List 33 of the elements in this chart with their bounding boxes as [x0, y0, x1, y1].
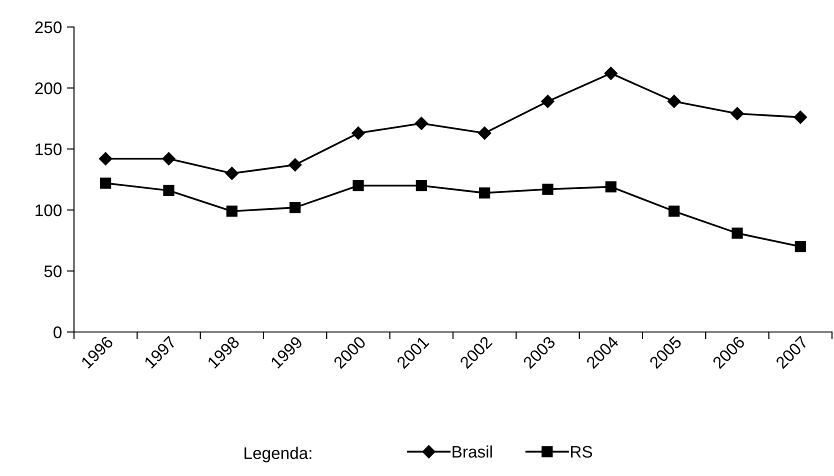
- y-tick-label: 0: [54, 326, 62, 338]
- y-tick-label: 250: [35, 21, 62, 34]
- point: [414, 116, 428, 130]
- point: [163, 184, 174, 196]
- point: [605, 181, 616, 192]
- point: [667, 94, 681, 108]
- y-tick-label: 50: [44, 265, 62, 278]
- point: [794, 110, 808, 124]
- point: [668, 206, 680, 217]
- point: [225, 166, 239, 180]
- point: [479, 187, 490, 198]
- point: [478, 126, 492, 140]
- point: [290, 202, 301, 214]
- legend-title: Legenda:: [244, 446, 312, 462]
- point: [542, 184, 554, 195]
- y-tick-label: 200: [35, 82, 62, 94]
- legend-label: Brasil: [452, 445, 492, 458]
- point: [794, 241, 806, 252]
- point: [730, 107, 744, 120]
- point: [100, 178, 112, 189]
- y-tick-label: 100: [36, 204, 62, 216]
- point: [226, 206, 238, 217]
- point: [162, 152, 176, 166]
- point: [416, 180, 427, 192]
- y-tick-label: 150: [36, 143, 62, 156]
- point: [604, 66, 618, 80]
- point: [98, 152, 112, 166]
- point: [732, 228, 743, 239]
- legend-label: RS: [571, 446, 592, 458]
- point: [288, 158, 302, 172]
- point: [352, 180, 364, 192]
- point: [541, 94, 554, 108]
- point: [352, 126, 365, 140]
